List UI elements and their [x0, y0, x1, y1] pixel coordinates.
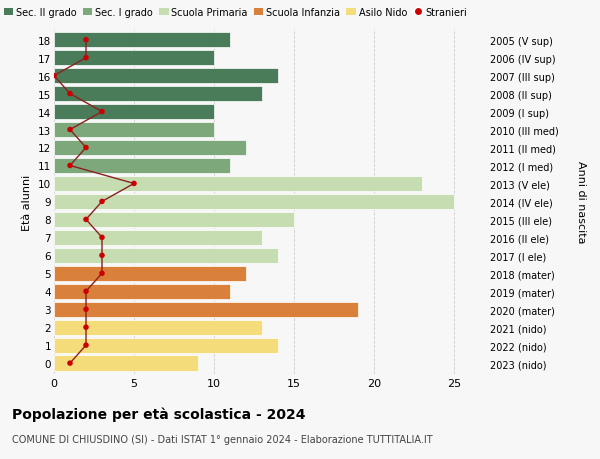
Bar [54, 338, 278, 353]
Y-axis label: Anni di nascita: Anni di nascita [575, 161, 586, 243]
Legend: Sec. II grado, Sec. I grado, Scuola Primaria, Scuola Infanzia, Asilo Nido, Stran: Sec. II grado, Sec. I grado, Scuola Prim… [0, 4, 471, 22]
Point [97, 198, 107, 206]
Bar [54, 33, 230, 48]
Point [97, 234, 107, 241]
Point [49, 73, 59, 80]
Bar [54, 140, 246, 156]
Point [65, 360, 75, 367]
Point [81, 324, 91, 331]
Point [81, 306, 91, 313]
Text: Popolazione per età scolastica - 2024: Popolazione per età scolastica - 2024 [12, 406, 305, 421]
Point [65, 127, 75, 134]
Bar [54, 51, 214, 66]
Point [65, 91, 75, 98]
Bar [54, 212, 294, 228]
Point [81, 37, 91, 44]
Bar [54, 320, 262, 335]
Bar [54, 248, 278, 263]
Bar [54, 194, 454, 210]
Bar [54, 230, 262, 246]
Point [65, 162, 75, 170]
Point [81, 216, 91, 224]
Bar [54, 302, 358, 317]
Point [97, 270, 107, 277]
Bar [54, 284, 230, 299]
Bar [54, 123, 214, 138]
Text: COMUNE DI CHIUSDINO (SI) - Dati ISTAT 1° gennaio 2024 - Elaborazione TUTTITALIA.: COMUNE DI CHIUSDINO (SI) - Dati ISTAT 1°… [12, 434, 433, 444]
Point [81, 55, 91, 62]
Y-axis label: Età alunni: Età alunni [22, 174, 32, 230]
Bar [54, 176, 422, 192]
Point [129, 180, 139, 188]
Point [81, 288, 91, 295]
Bar [54, 158, 230, 174]
Point [81, 341, 91, 349]
Bar [54, 266, 246, 281]
Point [81, 145, 91, 152]
Point [97, 252, 107, 259]
Bar [54, 356, 198, 371]
Bar [54, 69, 278, 84]
Point [97, 109, 107, 116]
Bar [54, 87, 262, 102]
Bar [54, 105, 214, 120]
